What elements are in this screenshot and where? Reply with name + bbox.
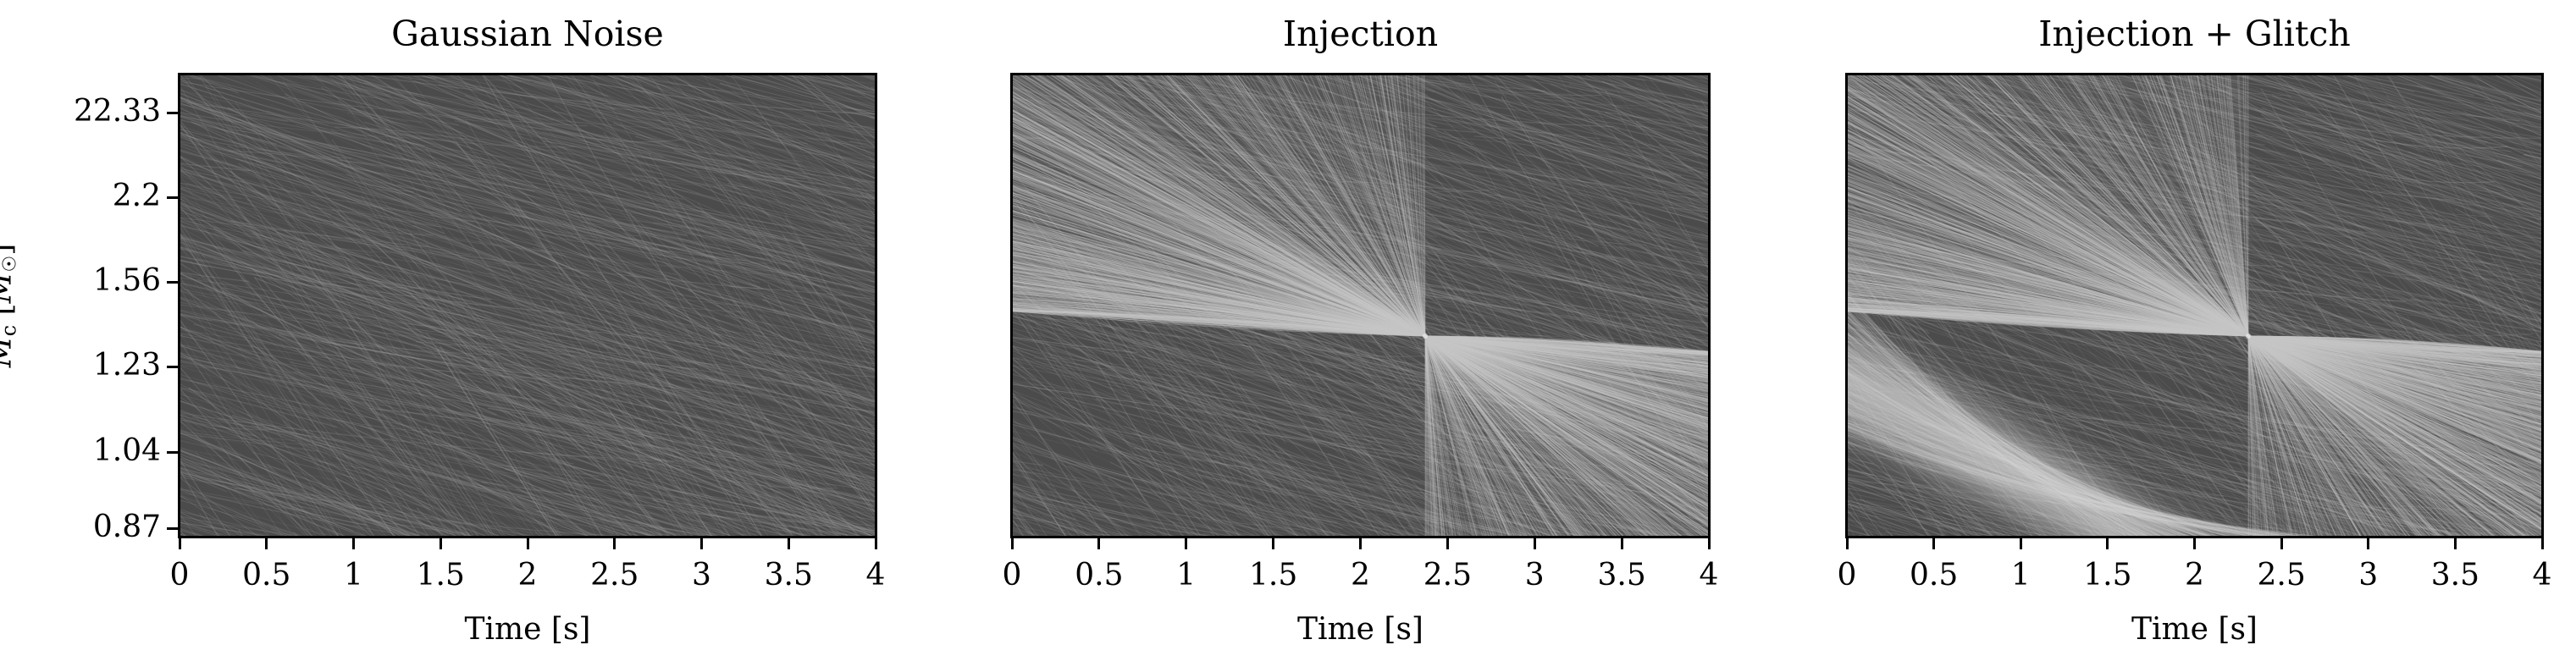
y-tick-label: 22.33	[42, 95, 161, 129]
x-tick	[1446, 537, 1449, 549]
x-axis-label: Time [s]	[180, 613, 876, 647]
ylabel-symbol: M	[0, 336, 19, 367]
x-tick-label: 1	[1982, 559, 2059, 593]
x-tick-label: 1	[316, 559, 392, 593]
x-tick	[2367, 537, 2369, 549]
x-tick-label: 0.5	[1896, 559, 1972, 593]
y-tick	[167, 196, 180, 199]
ylabel-subscript: c	[0, 325, 21, 336]
x-tick	[527, 537, 529, 549]
sun-symbol-icon: ☉	[0, 256, 21, 273]
x-tick	[613, 537, 616, 549]
x-tick	[2193, 537, 2196, 549]
x-tick-label: 0	[141, 559, 218, 593]
x-tick-label: 3	[2330, 559, 2407, 593]
y-tick	[167, 451, 180, 454]
heatmap-gaussian-noise	[180, 74, 876, 537]
x-tick	[1359, 537, 1362, 549]
x-tick	[1011, 537, 1014, 549]
panel-title: Injection + Glitch	[1847, 15, 2542, 52]
x-tick-label: 3	[1496, 559, 1573, 593]
x-tick	[2454, 537, 2457, 549]
y-tick-label: 1.23	[42, 349, 161, 383]
x-tick	[1185, 537, 1187, 549]
x-tick-label: 2.5	[1409, 559, 1485, 593]
x-axis-label: Time [s]	[1847, 613, 2542, 647]
x-tick-label: 2.5	[2243, 559, 2319, 593]
x-tick-label: 2	[489, 559, 566, 593]
y-tick-label: 1.04	[42, 434, 161, 468]
panel-title: Injection	[1012, 15, 1709, 52]
x-tick-label: 3.5	[2417, 559, 2493, 593]
panel-title: Gaussian Noise	[180, 15, 876, 52]
x-tick	[1846, 537, 1849, 549]
y-tick	[167, 527, 180, 530]
x-tick-label: 4	[1671, 559, 1747, 593]
x-tick	[700, 537, 703, 549]
y-tick	[167, 281, 180, 284]
x-tick	[439, 537, 442, 549]
x-tick-label: 1.5	[402, 559, 478, 593]
x-tick	[1621, 537, 1623, 549]
x-tick	[2541, 537, 2544, 549]
y-tick	[167, 112, 180, 114]
x-tick-label: 2.5	[577, 559, 653, 593]
panel-injection: Injection Time [s] 0 0.5 1 1.5 2 2.5 3 3.5 4	[1012, 74, 1709, 537]
x-tick-label: 2	[1323, 559, 1399, 593]
x-tick-label: 3.5	[750, 559, 826, 593]
x-tick-label: 1.5	[1235, 559, 1312, 593]
x-tick	[875, 537, 877, 549]
x-tick-label: 0.5	[1061, 559, 1137, 593]
x-tick	[265, 537, 268, 549]
y-tick-label: 2.2	[42, 179, 161, 213]
x-axis-label: Time [s]	[1012, 613, 1709, 647]
x-tick	[352, 537, 355, 549]
x-tick	[1708, 537, 1711, 549]
x-tick-label: 3	[664, 559, 740, 593]
x-tick	[179, 537, 181, 549]
panel-gaussian-noise: Gaussian Noise 22.33 2.2 1.56 1.23 1.04 …	[180, 74, 876, 537]
x-tick-label: 0	[974, 559, 1050, 593]
y-tick	[167, 366, 180, 368]
x-tick-label: 2	[2157, 559, 2233, 593]
x-tick-label: 3.5	[1584, 559, 1660, 593]
x-tick	[2106, 537, 2109, 549]
x-tick	[1097, 537, 1100, 549]
x-tick-label: 4	[837, 559, 914, 593]
y-tick-label: 0.87	[42, 510, 161, 544]
x-tick-label: 1.5	[2070, 559, 2146, 593]
x-tick	[2280, 537, 2283, 549]
heatmap-injection-glitch	[1847, 74, 2542, 537]
x-tick	[2020, 537, 2022, 549]
y-axis-label: Mc [M☉]	[0, 244, 28, 367]
y-tick-label: 1.56	[42, 264, 161, 298]
x-tick	[788, 537, 790, 549]
x-tick-label: 0.5	[229, 559, 305, 593]
x-tick	[1932, 537, 1935, 549]
ylabel-unit: M	[0, 273, 19, 304]
panel-injection-glitch: Injection + Glitch Time [s] 0 0.5 1 1.5 2 2.5…	[1847, 74, 2542, 537]
x-tick	[1534, 537, 1536, 549]
x-tick	[1272, 537, 1274, 549]
x-tick-label: 1	[1148, 559, 1224, 593]
heatmap-injection	[1012, 74, 1709, 537]
x-tick-label: 0	[1809, 559, 1885, 593]
x-tick-label: 4	[2504, 559, 2576, 593]
